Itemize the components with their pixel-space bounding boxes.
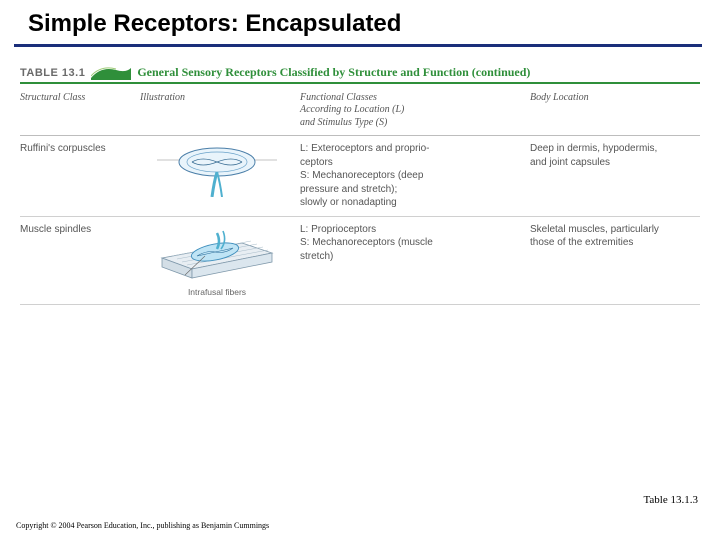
cell-illustration (140, 140, 300, 214)
cell-illustration: Intrafusal fibers (140, 221, 300, 303)
slide-title: Simple Receptors: Encapsulated (0, 0, 720, 44)
table-title: General Sensory Receptors Classified by … (137, 65, 530, 80)
ruffini-illustration-icon (152, 142, 282, 197)
table-header-row: TABLE 13.1 General Sensory Receptors Cla… (20, 65, 700, 80)
cell-body: Deep in dermis, hypodermis, and joint ca… (530, 140, 700, 214)
title-underline (14, 44, 702, 47)
cell-functional: L: Exteroceptors and proprio- ceptors S:… (300, 140, 530, 214)
cell-functional: L: Proprioceptors S: Mechanoreceptors (m… (300, 221, 530, 303)
table-row: Ruffini's corpuscles L: Exteroceptors an… (20, 136, 700, 214)
column-headers: Structural Class Illustration Functional… (20, 90, 700, 134)
table-container: TABLE 13.1 General Sensory Receptors Cla… (20, 65, 700, 305)
table-reference: Table 13.1.3 (643, 494, 698, 506)
muscle-spindle-illustration-icon (147, 223, 287, 281)
swoosh-icon (91, 66, 131, 80)
header-illustration: Illustration (140, 90, 300, 134)
header-functional: Functional Classes According to Location… (300, 90, 530, 134)
header-structural: Structural Class (20, 90, 140, 134)
table-green-rule (20, 82, 700, 84)
table-number-label: TABLE 13.1 (20, 67, 85, 79)
cell-structural: Ruffini's corpuscles (20, 140, 140, 214)
illustration-label: Intrafusal fibers (147, 287, 287, 298)
row-divider (20, 304, 700, 305)
table-row: Muscle spindles (20, 217, 700, 303)
cell-body: Skeletal muscles, particularly those of … (530, 221, 700, 303)
header-body: Body Location (530, 90, 700, 134)
copyright-text: Copyright © 2004 Pearson Education, Inc.… (16, 521, 269, 530)
cell-structural: Muscle spindles (20, 221, 140, 303)
